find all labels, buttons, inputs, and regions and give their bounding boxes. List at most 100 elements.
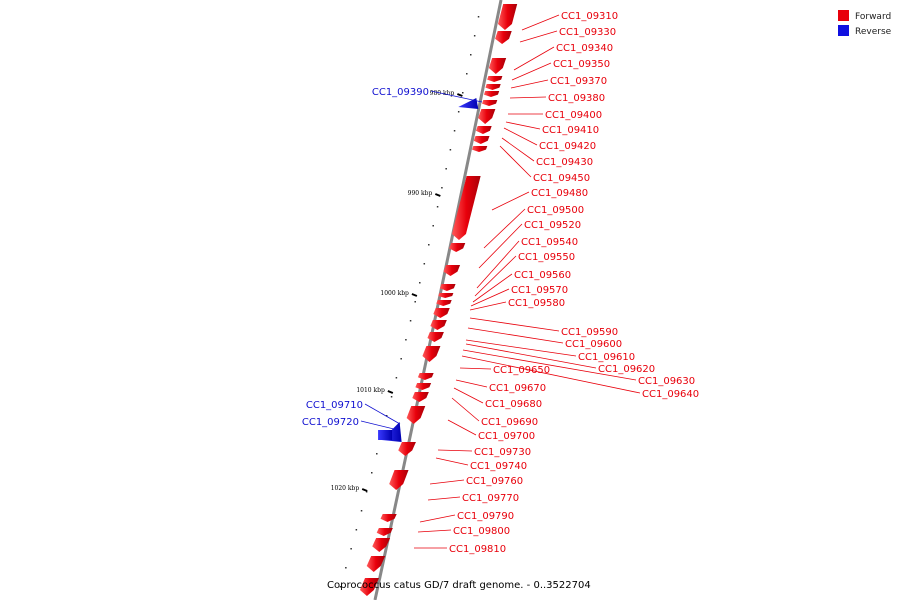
minor-tick bbox=[360, 510, 363, 512]
gene-block-forward bbox=[376, 528, 393, 536]
gene-block-forward bbox=[389, 470, 409, 490]
legend-reverse-swatch bbox=[838, 25, 849, 36]
leader-line bbox=[455, 379, 488, 388]
leader-line bbox=[453, 387, 484, 404]
leader-line bbox=[510, 79, 549, 89]
major-tick-label: 1020 kbp bbox=[331, 485, 360, 492]
gene-label-cc1-09720[interactable]: CC1_09720 bbox=[302, 417, 359, 428]
leader-line bbox=[503, 127, 538, 146]
gene-block-forward bbox=[430, 320, 447, 330]
gene-label-cc1-09550[interactable]: CC1_09550 bbox=[518, 252, 575, 263]
gene-block-forward bbox=[398, 442, 416, 456]
gene-label-cc1-09400[interactable]: CC1_09400 bbox=[545, 110, 602, 121]
gene-label-cc1-09430[interactable]: CC1_09430 bbox=[536, 157, 593, 168]
legend: Forward Reverse bbox=[838, 10, 892, 37]
gene-block-forward bbox=[473, 136, 490, 144]
minor-tick bbox=[423, 263, 426, 265]
gene-block-forward bbox=[406, 406, 426, 424]
gene-label-cc1-09640[interactable]: CC1_09640 bbox=[642, 389, 699, 400]
gene-label-cc1-09710[interactable]: CC1_09710 bbox=[306, 400, 363, 411]
gene-label-cc1-09340[interactable]: CC1_09340 bbox=[556, 43, 613, 54]
gene-label-cc1-09370[interactable]: CC1_09370 bbox=[550, 76, 607, 87]
gene-label-cc1-09540[interactable]: CC1_09540 bbox=[521, 237, 578, 248]
gene-block-forward bbox=[422, 346, 441, 362]
gene-label-cc1-09480[interactable]: CC1_09480 bbox=[531, 188, 588, 199]
gene-label-cc1-09520[interactable]: CC1_09520 bbox=[524, 220, 581, 231]
leader-line bbox=[459, 367, 492, 370]
gene-label-cc1-09810[interactable]: CC1_09810 bbox=[449, 544, 506, 555]
leader-line bbox=[478, 223, 523, 269]
gene-label-cc1-09390[interactable]: CC1_09390 bbox=[372, 87, 429, 98]
leader-line bbox=[437, 449, 473, 452]
leader-line bbox=[491, 191, 530, 211]
gene-label-cc1-09650[interactable]: CC1_09650 bbox=[493, 365, 550, 376]
gene-block-forward bbox=[487, 76, 503, 82]
leader-line bbox=[462, 349, 637, 381]
gene-block-forward bbox=[485, 84, 501, 90]
major-tick-mark bbox=[387, 390, 394, 394]
gene-label-cc1-09690[interactable]: CC1_09690 bbox=[481, 417, 538, 428]
minor-tick bbox=[350, 548, 352, 550]
minor-tick bbox=[339, 586, 342, 588]
legend-forward-swatch bbox=[838, 10, 849, 21]
gene-label-cc1-09500[interactable]: CC1_09500 bbox=[527, 205, 584, 216]
minor-tick bbox=[371, 472, 373, 474]
gene-label-cc1-09610[interactable]: CC1_09610 bbox=[578, 352, 635, 363]
gene-label-cc1-09380[interactable]: CC1_09380 bbox=[548, 93, 605, 104]
gene-label-cc1-09630[interactable]: CC1_09630 bbox=[638, 376, 695, 387]
minor-tick bbox=[473, 35, 476, 37]
leader-line bbox=[513, 46, 555, 71]
leader-line bbox=[461, 355, 641, 394]
leader-line bbox=[469, 301, 507, 311]
gene-block-forward bbox=[427, 332, 444, 342]
gene-label-cc1-09680[interactable]: CC1_09680 bbox=[485, 399, 542, 410]
legend-forward-label: Forward bbox=[855, 12, 891, 22]
minor-tick bbox=[466, 73, 468, 75]
gene-labels: CC1_09310 CC1_09330 CC1_09340 CC1_09350 CC1_… bbox=[302, 11, 699, 555]
gene-label-cc1-09590[interactable]: CC1_09590 bbox=[561, 327, 618, 338]
gene-block-forward bbox=[439, 284, 456, 291]
gene-label-cc1-09560[interactable]: CC1_09560 bbox=[514, 270, 571, 281]
minor-tick bbox=[469, 54, 472, 56]
leader-line bbox=[483, 208, 526, 249]
minor-tick bbox=[409, 320, 412, 322]
minor-tick bbox=[453, 130, 456, 132]
gene-label-cc1-09730[interactable]: CC1_09730 bbox=[474, 447, 531, 458]
gene-label-cc1-09760[interactable]: CC1_09760 bbox=[466, 476, 523, 487]
minor-tick bbox=[400, 358, 402, 360]
gene-label-cc1-09770[interactable]: CC1_09770 bbox=[462, 493, 519, 504]
gene-label-cc1-09600[interactable]: CC1_09600 bbox=[565, 339, 622, 350]
gene-block-forward bbox=[366, 556, 386, 572]
gene-label-cc1-09420[interactable]: CC1_09420 bbox=[539, 141, 596, 152]
leader-line bbox=[435, 457, 469, 466]
gene-label-cc1-09740[interactable]: CC1_09740 bbox=[470, 461, 527, 472]
leader-line bbox=[419, 514, 456, 523]
gene-label-cc1-09310[interactable]: CC1_09310 bbox=[561, 11, 618, 22]
leader-line bbox=[511, 62, 552, 81]
leader-line bbox=[474, 255, 517, 297]
gene-block-forward bbox=[497, 4, 518, 30]
gene-block-forward bbox=[380, 514, 397, 522]
major-tick-mark bbox=[434, 193, 441, 197]
minor-tick bbox=[457, 111, 460, 113]
gene-label-cc1-09330[interactable]: CC1_09330 bbox=[559, 27, 616, 38]
gene-label-cc1-09580[interactable]: CC1_09580 bbox=[508, 298, 565, 309]
gene-label-cc1-09700[interactable]: CC1_09700 bbox=[478, 431, 535, 442]
major-tick-label: 990 kbp bbox=[408, 190, 433, 197]
gene-block-forward bbox=[471, 146, 488, 152]
gene-block-forward bbox=[438, 293, 454, 298]
leader-line bbox=[467, 327, 564, 344]
gene-label-cc1-09350[interactable]: CC1_09350 bbox=[553, 59, 610, 70]
gene-label-cc1-09800[interactable]: CC1_09800 bbox=[453, 526, 510, 537]
gene-label-cc1-09570[interactable]: CC1_09570 bbox=[511, 285, 568, 296]
gene-label-cc1-09450[interactable]: CC1_09450 bbox=[533, 173, 590, 184]
gene-block-forward bbox=[483, 91, 500, 97]
gene-label-cc1-09620[interactable]: CC1_09620 bbox=[598, 364, 655, 375]
leader-line bbox=[451, 397, 480, 422]
gene-label-cc1-09670[interactable]: CC1_09670 bbox=[489, 383, 546, 394]
gene-label-cc1-09790[interactable]: CC1_09790 bbox=[457, 511, 514, 522]
leader-line bbox=[465, 343, 597, 369]
minor-tick bbox=[436, 206, 439, 208]
gene-label-cc1-09410[interactable]: CC1_09410 bbox=[542, 125, 599, 136]
